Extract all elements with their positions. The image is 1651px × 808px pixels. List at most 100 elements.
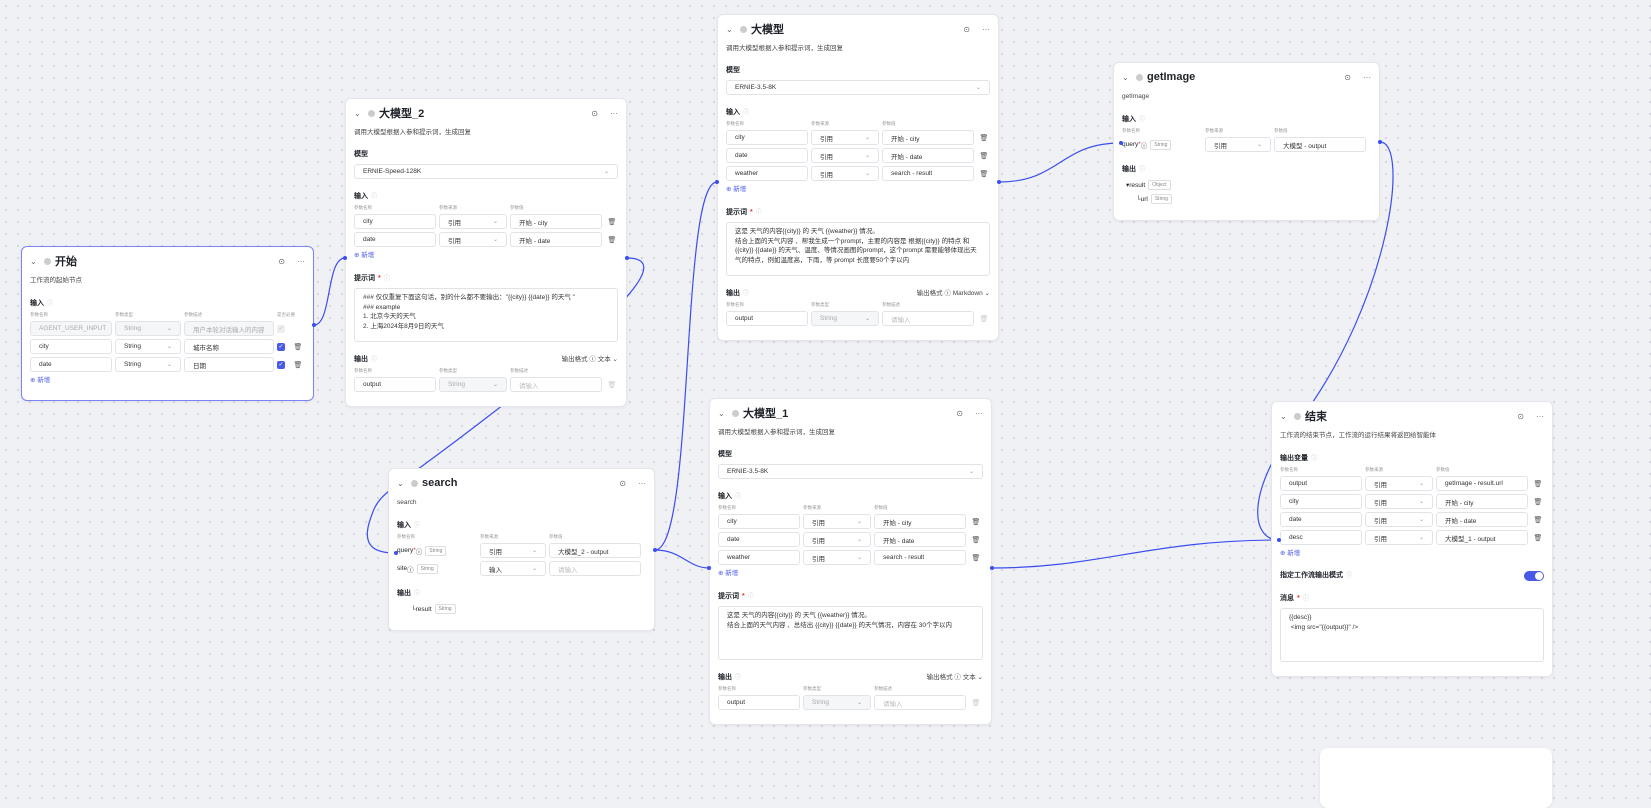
- param-source-select[interactable]: 引用 ⌄: [439, 232, 507, 247]
- connection-handle[interactable]: [1277, 538, 1281, 542]
- param-name-input[interactable]: date: [726, 148, 808, 163]
- required-checkbox[interactable]: ✓: [277, 360, 285, 369]
- canvas-toolbar[interactable]: [1320, 748, 1552, 808]
- message-textarea[interactable]: {{desc}} <img src="{{output}}" />: [1280, 608, 1544, 662]
- delete-icon[interactable]: 🗑: [293, 343, 303, 351]
- delete-icon[interactable]: 🗑: [607, 381, 617, 389]
- param-name-input[interactable]: weather: [726, 166, 808, 181]
- delete-icon[interactable]: 🗑: [979, 170, 989, 178]
- model-select[interactable]: ERNIE-3.5-8K ⌄: [718, 464, 983, 479]
- param-value-select[interactable]: search - result: [874, 550, 966, 565]
- output-format-select[interactable]: 输出格式 ⓘ 文本 ⌄: [926, 674, 983, 681]
- node-end[interactable]: ⌄ 结束 ⊙ ··· 工作流的结束节点，工作流的运行结果将返回给智能体 输出变量 ⓘ 参数名称…: [1271, 401, 1553, 677]
- prompt-textarea[interactable]: 这是 天气的内容{{city}} 的 天气 {{weather}} 情况。 结合…: [718, 606, 983, 660]
- add-param-button[interactable]: ⊕ 新增: [718, 570, 739, 577]
- param-value-select[interactable]: 开始 - date: [510, 232, 602, 247]
- param-name-input[interactable]: date: [30, 357, 112, 372]
- output-name-input[interactable]: output: [354, 377, 436, 392]
- param-source-select[interactable]: 引用 ⌄: [803, 550, 871, 565]
- connection-handle[interactable]: [1119, 141, 1123, 145]
- prompt-textarea[interactable]: 这是 天气的内容{{city}} 的 天气 {{weather}} 情况。 结合…: [726, 222, 990, 276]
- delete-icon[interactable]: 🗑: [979, 315, 989, 323]
- param-name-input[interactable]: output: [1280, 476, 1362, 491]
- param-value-input[interactable]: 大模型_2 - output: [549, 543, 641, 558]
- param-source-select[interactable]: 引用 ⌄: [803, 514, 871, 529]
- delete-icon[interactable]: 🗑: [607, 218, 617, 226]
- connection-handle[interactable]: [1378, 140, 1382, 144]
- more-icon[interactable]: ···: [982, 24, 990, 34]
- model-select[interactable]: ERNIE-3.5-8K ⌄: [726, 80, 990, 95]
- param-value-select[interactable]: 大模型_1 - output: [1436, 530, 1528, 545]
- prompt-textarea[interactable]: ### 仅仅重复下面这句话，别的什么都不要输出："{{city}} {{date…: [354, 288, 618, 342]
- param-value-select[interactable]: 开始 - city: [882, 130, 974, 145]
- run-icon[interactable]: ⊙: [278, 256, 285, 266]
- param-source-select[interactable]: 引用 ⌄: [1365, 512, 1433, 527]
- param-name-input[interactable]: date: [354, 232, 436, 247]
- param-value-select[interactable]: 开始 - city: [874, 514, 966, 529]
- connection-handle[interactable]: [997, 180, 1001, 184]
- output-desc-input[interactable]: 请输入: [874, 695, 966, 710]
- more-icon[interactable]: ···: [610, 108, 618, 118]
- param-value-select[interactable]: 开始 - date: [1436, 512, 1528, 527]
- connection-handle[interactable]: [990, 566, 994, 570]
- delete-icon[interactable]: 🗑: [979, 134, 989, 142]
- param-type-select[interactable]: String ⌄: [115, 357, 181, 372]
- more-icon[interactable]: ···: [297, 256, 305, 266]
- output-name-input[interactable]: output: [718, 695, 800, 710]
- run-icon[interactable]: ⊙: [963, 24, 970, 34]
- add-param-button[interactable]: ⊕ 新增: [1280, 550, 1301, 557]
- param-type-select[interactable]: String ⌄: [115, 339, 181, 354]
- chevron-down-icon[interactable]: ⌄: [354, 108, 361, 118]
- output-name-input[interactable]: output: [726, 311, 808, 326]
- param-source-select[interactable]: 引用 ⌄: [1365, 530, 1433, 545]
- run-icon[interactable]: ⊙: [591, 108, 598, 118]
- run-icon[interactable]: ⊙: [1517, 411, 1524, 421]
- param-source-select[interactable]: 引用 ⌄: [1365, 476, 1433, 491]
- chevron-down-icon[interactable]: ⌄: [1122, 72, 1129, 82]
- model-select[interactable]: ERNIE-Speed-128K ⌄: [354, 164, 618, 179]
- more-icon[interactable]: ···: [1536, 411, 1544, 421]
- output-desc-input[interactable]: 请输入: [882, 311, 974, 326]
- param-source-select[interactable]: 引用 ⌄: [1365, 494, 1433, 509]
- param-name-input[interactable]: city: [354, 214, 436, 229]
- more-icon[interactable]: ···: [975, 408, 983, 418]
- param-name-input[interactable]: city: [1280, 494, 1362, 509]
- output-mode-toggle[interactable]: [1524, 571, 1544, 581]
- connection-handle[interactable]: [707, 566, 711, 570]
- connection-handle[interactable]: [343, 256, 347, 260]
- run-icon[interactable]: ⊙: [956, 408, 963, 418]
- delete-icon[interactable]: 🗑: [979, 152, 989, 160]
- delete-icon[interactable]: 🗑: [1533, 516, 1543, 524]
- connection-handle[interactable]: [715, 180, 719, 184]
- output-format-select[interactable]: 输出格式 ⓘ 文本 ⌄: [561, 356, 618, 363]
- add-param-button[interactable]: ⊕ 新增: [354, 252, 375, 259]
- output-desc-input[interactable]: 请输入: [510, 377, 602, 392]
- delete-icon[interactable]: 🗑: [1533, 480, 1543, 488]
- delete-icon[interactable]: 🗑: [1533, 498, 1543, 506]
- connection-handle[interactable]: [312, 323, 316, 327]
- connection-handle[interactable]: [625, 256, 629, 260]
- param-source-select[interactable]: 引用 ⌄: [811, 166, 879, 181]
- chevron-down-icon[interactable]: ⌄: [1280, 411, 1287, 421]
- param-value-input[interactable]: 大模型 - output: [1274, 137, 1366, 152]
- more-icon[interactable]: ···: [1363, 72, 1371, 82]
- param-value-input[interactable]: 请输入: [549, 561, 641, 576]
- run-icon[interactable]: ⊙: [619, 478, 626, 488]
- delete-icon[interactable]: 🗑: [607, 236, 617, 244]
- param-value-select[interactable]: 开始 - date: [874, 532, 966, 547]
- param-source-select[interactable]: 引用 ⌄: [811, 148, 879, 163]
- param-name-input[interactable]: weather: [718, 550, 800, 565]
- delete-icon[interactable]: 🗑: [971, 536, 981, 544]
- chevron-down-icon[interactable]: ⌄: [726, 24, 733, 34]
- add-param-button[interactable]: ⊕ 新增: [726, 186, 747, 193]
- node-llm[interactable]: ⌄ 大模型 ⊙ ··· 调用大模型根据入参和提示词，生成回复 模型 ERNIE-3.5-8K…: [717, 14, 999, 341]
- param-source-select[interactable]: 引用 ⌄: [811, 130, 879, 145]
- param-source-select[interactable]: 输入 ⌄: [480, 561, 546, 576]
- node-getimage[interactable]: ⌄ getImage ⊙ ··· getImage 输入 ⓘ 参数名称 参数来源 参数值 query…: [1113, 62, 1380, 221]
- param-name-input[interactable]: date: [1280, 512, 1362, 527]
- param-source-select[interactable]: 引用 ⌄: [480, 543, 546, 558]
- node-llm1[interactable]: ⌄ 大模型_1 ⊙ ··· 调用大模型根据入参和提示词，生成回复 模型 ERNIE-3.5-…: [709, 398, 992, 725]
- delete-icon[interactable]: 🗑: [971, 518, 981, 526]
- required-checkbox[interactable]: ✓: [277, 342, 285, 351]
- chevron-down-icon[interactable]: ⌄: [30, 256, 37, 266]
